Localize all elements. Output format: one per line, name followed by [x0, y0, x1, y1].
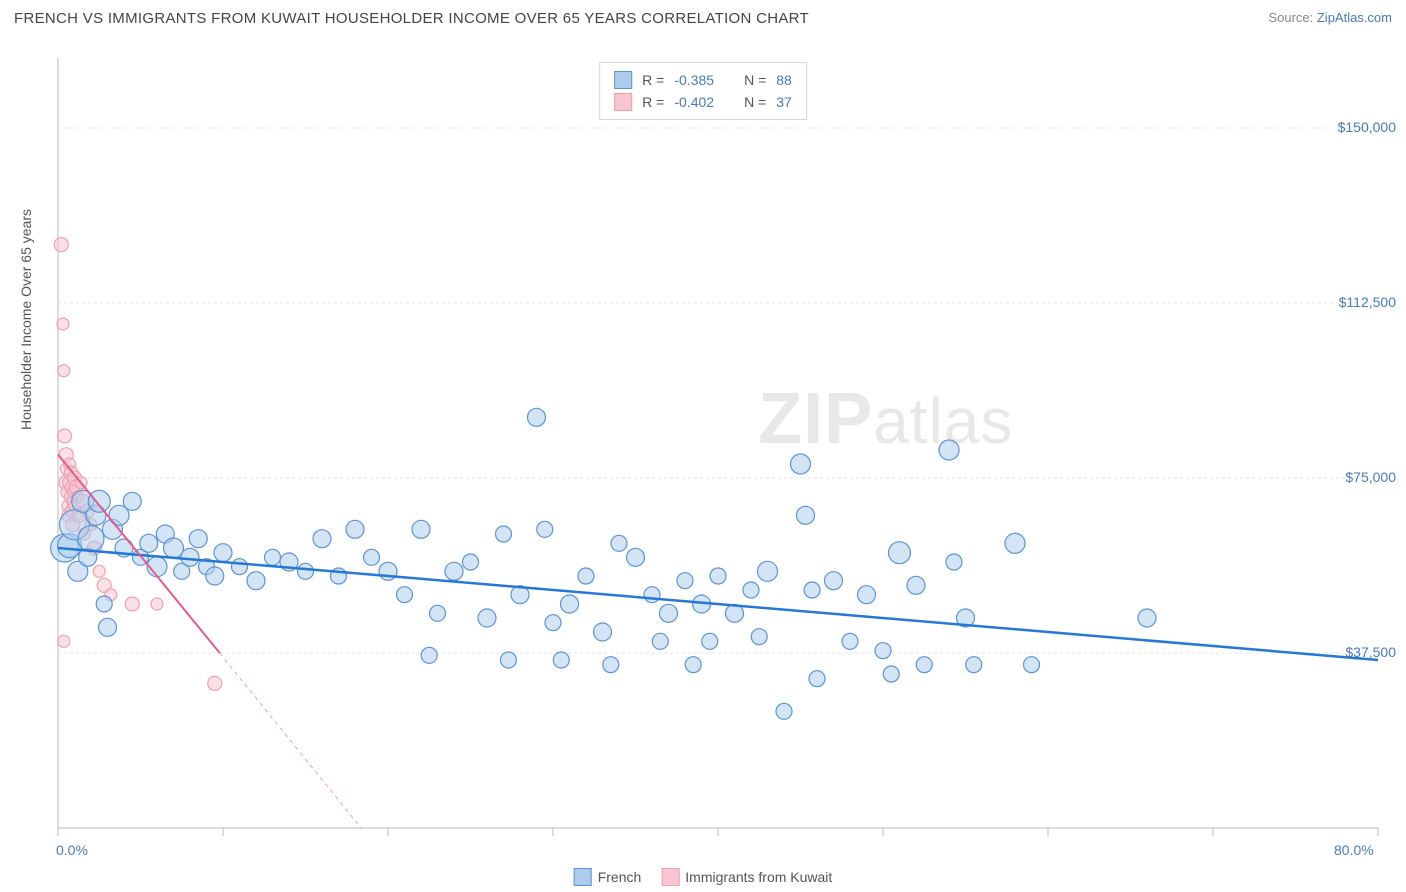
series-1-n-value: 37 — [776, 94, 792, 110]
r-label: R = — [642, 72, 664, 88]
source-attribution: Source: ZipAtlas.com — [1268, 10, 1392, 25]
y-tick-label: $112,500 — [1339, 294, 1396, 310]
y-tick-label: $75,000 — [1345, 469, 1396, 485]
series-0-color-box — [614, 71, 632, 89]
source-link[interactable]: ZipAtlas.com — [1317, 10, 1392, 25]
legend-item-series-0: French — [574, 868, 642, 886]
x-tick-label-min: 0.0% — [56, 842, 88, 858]
legend-item-series-1: Immigrants from Kuwait — [661, 868, 832, 886]
chart-svg — [50, 50, 1390, 850]
series-legend: French Immigrants from Kuwait — [574, 868, 833, 886]
stats-legend: R = -0.385 N = 88 R = -0.402 N = 37 — [599, 62, 807, 120]
stats-row-series-1: R = -0.402 N = 37 — [614, 91, 792, 113]
series-0-r-value: -0.385 — [674, 72, 714, 88]
chart-title: FRENCH VS IMMIGRANTS FROM KUWAIT HOUSEHO… — [14, 10, 809, 27]
y-axis-label: Householder Income Over 65 years — [18, 209, 34, 430]
source-prefix: Source: — [1268, 10, 1316, 25]
chart-plot-area — [50, 50, 1390, 850]
series-1-r-value: -0.402 — [674, 94, 714, 110]
series-1-legend-box — [661, 868, 679, 886]
stats-row-series-0: R = -0.385 N = 88 — [614, 69, 792, 91]
series-1-legend-label: Immigrants from Kuwait — [685, 869, 832, 885]
r-label: R = — [642, 94, 664, 110]
series-1-color-box — [614, 93, 632, 111]
series-0-n-value: 88 — [776, 72, 792, 88]
y-tick-label: $150,000 — [1338, 119, 1396, 135]
n-label: N = — [744, 94, 766, 110]
y-tick-label: $37,500 — [1345, 644, 1396, 660]
n-label: N = — [744, 72, 766, 88]
x-tick-label-max: 80.0% — [1334, 842, 1374, 858]
series-0-legend-label: French — [598, 869, 642, 885]
series-0-legend-box — [574, 868, 592, 886]
